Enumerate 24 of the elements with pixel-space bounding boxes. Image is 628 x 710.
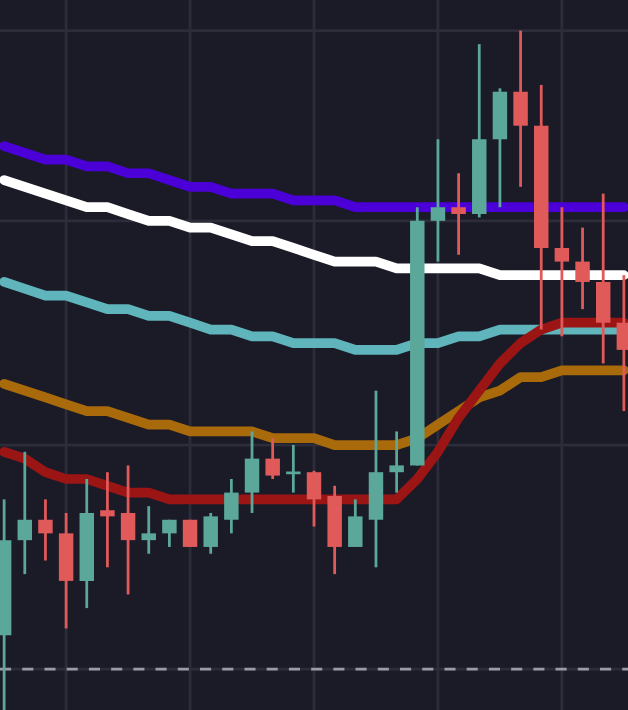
- candlestick: [244, 430, 260, 515]
- candlestick: [224, 477, 239, 535]
- candlestick: [120, 464, 136, 596]
- candlestick: [17, 450, 33, 576]
- candlestick: [554, 205, 570, 338]
- candlestick: [100, 470, 115, 569]
- candlestick: [306, 469, 322, 528]
- candlestick: [430, 137, 446, 263]
- candlestick: [492, 86, 508, 209]
- candlestick: [265, 436, 280, 481]
- candlestick: [141, 504, 156, 556]
- candlestick: [348, 497, 363, 549]
- candlestick: [162, 518, 177, 549]
- candlestick: [368, 389, 384, 569]
- candlestick: [616, 273, 628, 413]
- candlestick: [513, 29, 528, 189]
- candlestick: [38, 497, 53, 562]
- candlestick: [389, 430, 404, 494]
- candlestick: [203, 511, 218, 556]
- candlestick: [58, 511, 74, 630]
- candlestick: [595, 192, 611, 365]
- candlestick: [182, 518, 198, 549]
- candlestick: [575, 226, 590, 311]
- candlestick: [451, 171, 466, 257]
